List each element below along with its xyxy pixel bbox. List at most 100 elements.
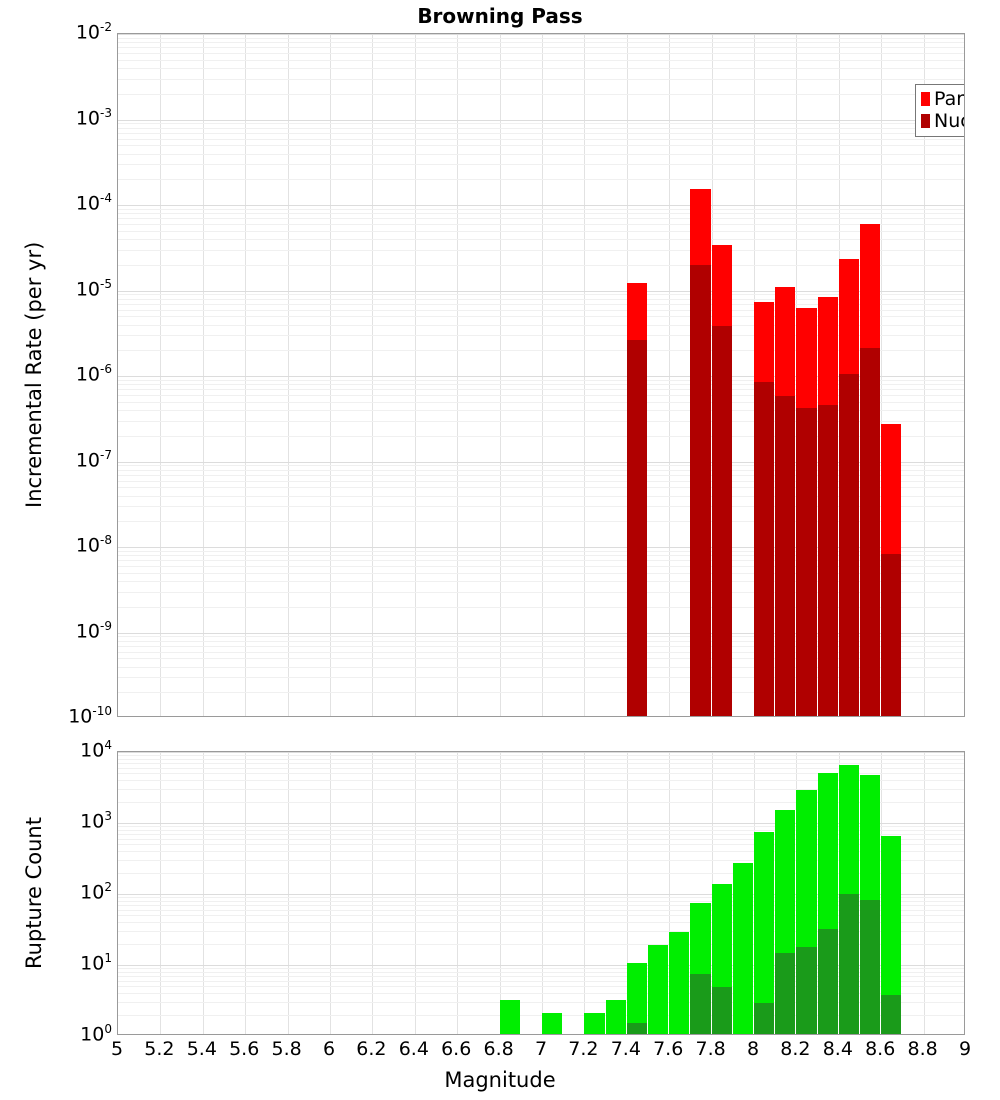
- gridline-decade: [118, 119, 964, 121]
- gridline-minor: [118, 213, 964, 215]
- x-tick-label: 9: [958, 1038, 972, 1060]
- x-tick-label: 8.8: [907, 1038, 938, 1060]
- gridline-vertical: [245, 34, 247, 716]
- y-tick-label: 10-2: [75, 20, 112, 44]
- bar-rupture-count-available: [499, 1000, 520, 1034]
- gridline-minor: [118, 758, 964, 760]
- gridline-vertical: [584, 752, 586, 1034]
- bar-rupture-count-available: [711, 883, 732, 1034]
- bar-incremental-rate-nucleation: [817, 405, 838, 716]
- bar-rupture-count-utilized: [817, 929, 838, 1034]
- gridline-vertical: [584, 34, 586, 716]
- bar-incremental-rate-participation: [796, 307, 817, 716]
- gridline-minor: [118, 763, 964, 764]
- bar-incremental-rate-participation: [775, 286, 796, 716]
- bar-rupture-count-available: [796, 790, 817, 1034]
- gridline-vertical: [202, 752, 204, 1034]
- gridline-vertical: [542, 752, 543, 1034]
- gridline-vertical: [287, 752, 289, 1034]
- gridline-minor: [118, 264, 964, 266]
- gridline-minor: [118, 179, 964, 181]
- y-tick-label: 10-8: [75, 533, 112, 557]
- y-tick-label: 100: [80, 1022, 112, 1046]
- bar-rupture-count-available: [754, 832, 775, 1034]
- bar-rupture-count-utilized: [775, 952, 796, 1034]
- bar-incremental-rate-nucleation: [754, 382, 775, 716]
- y-tick-label: 10-3: [75, 105, 112, 129]
- gridline-minor: [118, 755, 964, 757]
- y-tick-label: 10-6: [75, 362, 112, 386]
- x-tick-label: 8: [746, 1038, 760, 1060]
- x-tick-label: 6.4: [398, 1038, 429, 1060]
- bar-incremental-rate-nucleation: [796, 408, 817, 716]
- x-tick-label: 5.6: [229, 1038, 260, 1060]
- bar-rupture-count-available: [838, 764, 859, 1034]
- bar-rupture-count-available: [775, 809, 796, 1034]
- legend-label: Nucleation: [934, 109, 964, 132]
- legend-swatch-icon: [921, 92, 930, 106]
- gridline-decade: [118, 752, 964, 753]
- y-tick-label: 104: [80, 738, 112, 762]
- gridline-vertical: [923, 752, 925, 1034]
- gridline-minor: [118, 68, 964, 69]
- gridline-minor: [118, 53, 964, 54]
- x-tick-label: 5.2: [144, 1038, 175, 1060]
- gridline-vertical: [669, 34, 671, 716]
- legend-entry: Participation: [921, 88, 964, 110]
- x-tick-label: 8.6: [865, 1038, 896, 1060]
- bar-rupture-count-available: [860, 775, 881, 1034]
- gridline-minor: [118, 78, 964, 80]
- x-tick-label: 8.2: [780, 1038, 811, 1060]
- y-tick-label: 102: [80, 880, 112, 904]
- bar-rupture-count-available: [542, 1012, 563, 1034]
- bar-rupture-count-utilized: [860, 899, 881, 1034]
- bar-incremental-rate-participation: [754, 301, 775, 716]
- gridline-minor: [118, 93, 964, 95]
- bar-rupture-count-utilized: [690, 974, 711, 1034]
- y-axis-ticks-top: 10-2 10-3 10-4 10-5 10-6 10-7 10-8 10-9 10-10: [0, 0, 112, 1100]
- x-axis-ticks: 5 5.2 5.4 5.6 5.8 6 6.2 6.4 6.6 6.8 7 7.2 7.4 7.6 7.8 8…: [0, 1038, 1000, 1066]
- gridline-vertical: [457, 752, 459, 1034]
- gridline-minor: [118, 249, 964, 251]
- gridline-vertical: [245, 752, 247, 1034]
- bar-rupture-count-utilized: [838, 893, 859, 1034]
- y-tick-label: 10-5: [75, 276, 112, 300]
- bar-incremental-rate-nucleation: [860, 348, 881, 716]
- bar-rupture-count-available: [626, 963, 647, 1034]
- gridline-decade: [118, 34, 964, 35]
- x-axis-title: Magnitude: [444, 1068, 556, 1092]
- gridline-minor: [118, 37, 964, 39]
- x-tick-label: 6.2: [356, 1038, 387, 1060]
- x-tick-label: 7.8: [695, 1038, 726, 1060]
- bar-rupture-count-available: [584, 1012, 605, 1034]
- bar-rupture-count-utilized: [711, 986, 732, 1034]
- gridline-vertical: [160, 34, 162, 716]
- gridline-minor: [118, 138, 964, 140]
- gridline-vertical: [457, 34, 459, 716]
- bar-rupture-count-available: [881, 835, 902, 1034]
- bar-incremental-rate-nucleation: [626, 340, 647, 716]
- incremental-rate-plot: ParticipationNucleation: [117, 33, 965, 717]
- bar-rupture-count-available: [817, 772, 838, 1034]
- gridline-minor: [118, 145, 964, 147]
- gridline-minor: [118, 127, 964, 129]
- x-tick-label: 5.8: [271, 1038, 302, 1060]
- x-tick-label: 5.4: [186, 1038, 217, 1060]
- bar-rupture-count-available: [690, 903, 711, 1034]
- y-axis-title-bottom: Rupture Count: [22, 817, 46, 969]
- gridline-vertical: [372, 752, 374, 1034]
- gridline-minor: [118, 42, 964, 44]
- bar-incremental-rate-participation: [838, 259, 859, 716]
- page-title: Browning Pass: [417, 4, 583, 28]
- gridline-vertical: [499, 34, 501, 716]
- gridline-minor: [118, 47, 964, 49]
- bar-incremental-rate-participation: [690, 189, 711, 716]
- rupture-count-plot: Available RupturesUtilized Ruptures: [117, 751, 965, 1035]
- bar-rupture-count-utilized: [626, 1022, 647, 1034]
- legend-top: ParticipationNucleation: [915, 84, 964, 137]
- y-tick-label: 101: [80, 951, 112, 975]
- bar-rupture-count-available: [648, 944, 669, 1034]
- gridline-vertical: [499, 752, 501, 1034]
- gridline-vertical: [330, 34, 331, 716]
